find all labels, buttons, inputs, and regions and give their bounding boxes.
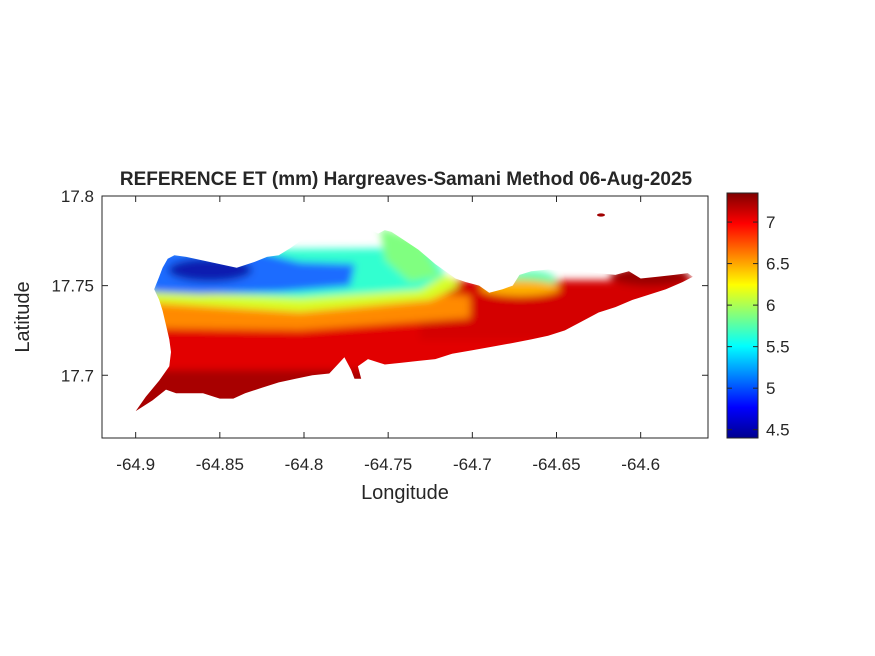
x-tick-label: -64.6	[621, 455, 660, 474]
x-tick-label: -64.8	[285, 455, 324, 474]
colorbar: 4.5 5 5.5 6 6.5 7	[726, 192, 790, 440]
colorbar-tick-label: 5	[766, 379, 775, 398]
colorbar-gradient	[726, 192, 759, 439]
zone-far-east	[610, 266, 690, 286]
x-tick-label: -64.9	[116, 455, 155, 474]
x-tick-label: -64.75	[364, 455, 412, 474]
colorbar-tick-label: 4.5	[766, 421, 790, 440]
zone-deep-blue-min	[168, 258, 252, 282]
colorbar-tick-label: 6	[766, 296, 775, 315]
x-axis-label: Longitude	[361, 482, 449, 504]
y-tick-label: 17.7	[61, 366, 94, 385]
axes-box	[101, 195, 709, 439]
x-tick-label: -64.7	[453, 455, 492, 474]
islet-marker	[597, 213, 605, 217]
zone-east-yellow	[480, 280, 560, 296]
zone-green-east	[380, 228, 440, 282]
heatmap	[135, 228, 693, 412]
x-tick-label: -64.85	[196, 455, 244, 474]
colorbar-ticks: 4.5 5 5.5 6 6.5 7	[727, 213, 790, 440]
chart-title: REFERENCE ET (mm) Hargreaves-Samani Meth…	[120, 169, 693, 190]
y-tick-label: 17.75	[51, 277, 94, 296]
x-axis: -64.9 -64.85 -64.8 -64.75 -64.7 -64.65 -64.6	[116, 196, 660, 474]
colorbar-tick-label: 6.5	[766, 255, 790, 274]
colorbar-tick-label: 7	[766, 213, 775, 232]
y-tick-label: 17.8	[61, 187, 94, 206]
y-axis-label: Latitude	[12, 281, 34, 352]
colorbar-tick-label: 5.5	[766, 338, 790, 357]
x-tick-label: -64.65	[532, 455, 580, 474]
y-axis: 17.7 17.75 17.8	[51, 187, 708, 385]
